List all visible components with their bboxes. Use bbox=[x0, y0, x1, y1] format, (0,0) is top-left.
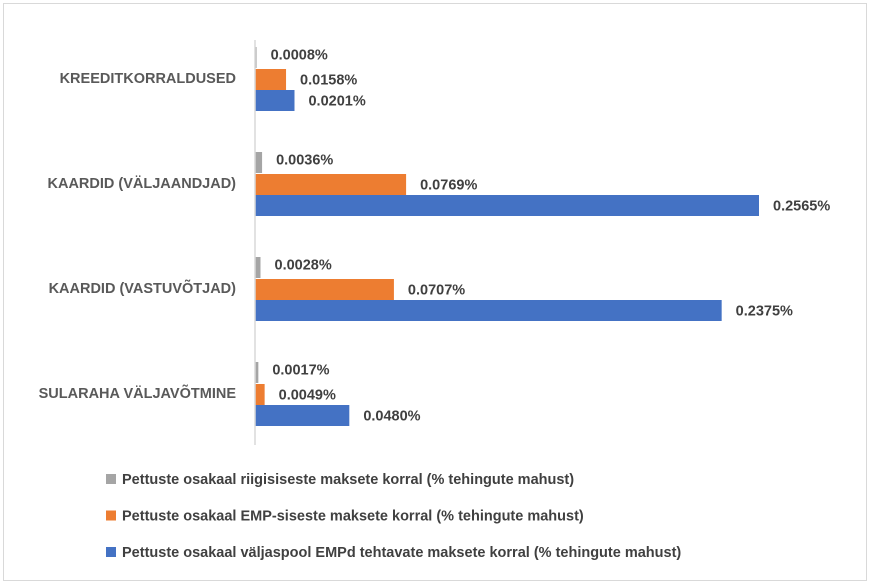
bar bbox=[255, 174, 407, 195]
bar bbox=[255, 257, 261, 278]
bar bbox=[255, 47, 257, 68]
category-label: SULARAHA VÄLJAVÕTMINE bbox=[39, 384, 237, 402]
data-label: 0.0028% bbox=[275, 258, 332, 274]
category-label: KREEDITKORRALDUSED bbox=[60, 71, 236, 87]
bar bbox=[255, 362, 259, 383]
chart-border bbox=[3, 3, 867, 581]
data-label: 0.0707% bbox=[408, 283, 465, 299]
data-label: 0.2375% bbox=[736, 304, 793, 320]
category-label: KAARDID (VASTUVÕTJAD) bbox=[49, 279, 237, 297]
data-label: 0.0036% bbox=[276, 153, 333, 169]
bar bbox=[255, 405, 350, 426]
bar bbox=[255, 279, 394, 300]
bar bbox=[255, 384, 265, 405]
data-label: 0.0201% bbox=[308, 94, 365, 110]
bar bbox=[255, 152, 263, 173]
legend-entry: Pettuste osakaal riigisiseste maksete ko… bbox=[122, 472, 574, 488]
data-label: 0.0480% bbox=[363, 409, 420, 425]
bar bbox=[255, 90, 295, 111]
data-label: 0.0008% bbox=[271, 48, 328, 64]
legend-swatch bbox=[106, 474, 116, 484]
legend-swatch bbox=[106, 547, 116, 557]
data-label: 0.0049% bbox=[279, 388, 336, 404]
bar bbox=[255, 195, 759, 216]
bar bbox=[255, 69, 287, 90]
bar bbox=[255, 300, 722, 321]
data-label: 0.0158% bbox=[300, 73, 357, 89]
data-label: 0.0769% bbox=[420, 178, 477, 194]
legend-swatch bbox=[106, 510, 116, 521]
data-label: 0.0017% bbox=[272, 363, 329, 379]
legend-entry: Pettuste osakaal väljaspool EMPd tehtava… bbox=[122, 545, 681, 561]
category-label: KAARDID (VÄLJAANDJAD) bbox=[48, 175, 237, 192]
data-label: 0.2565% bbox=[773, 199, 830, 215]
legend-entry: Pettuste osakaal EMP-siseste maksete kor… bbox=[122, 509, 584, 525]
